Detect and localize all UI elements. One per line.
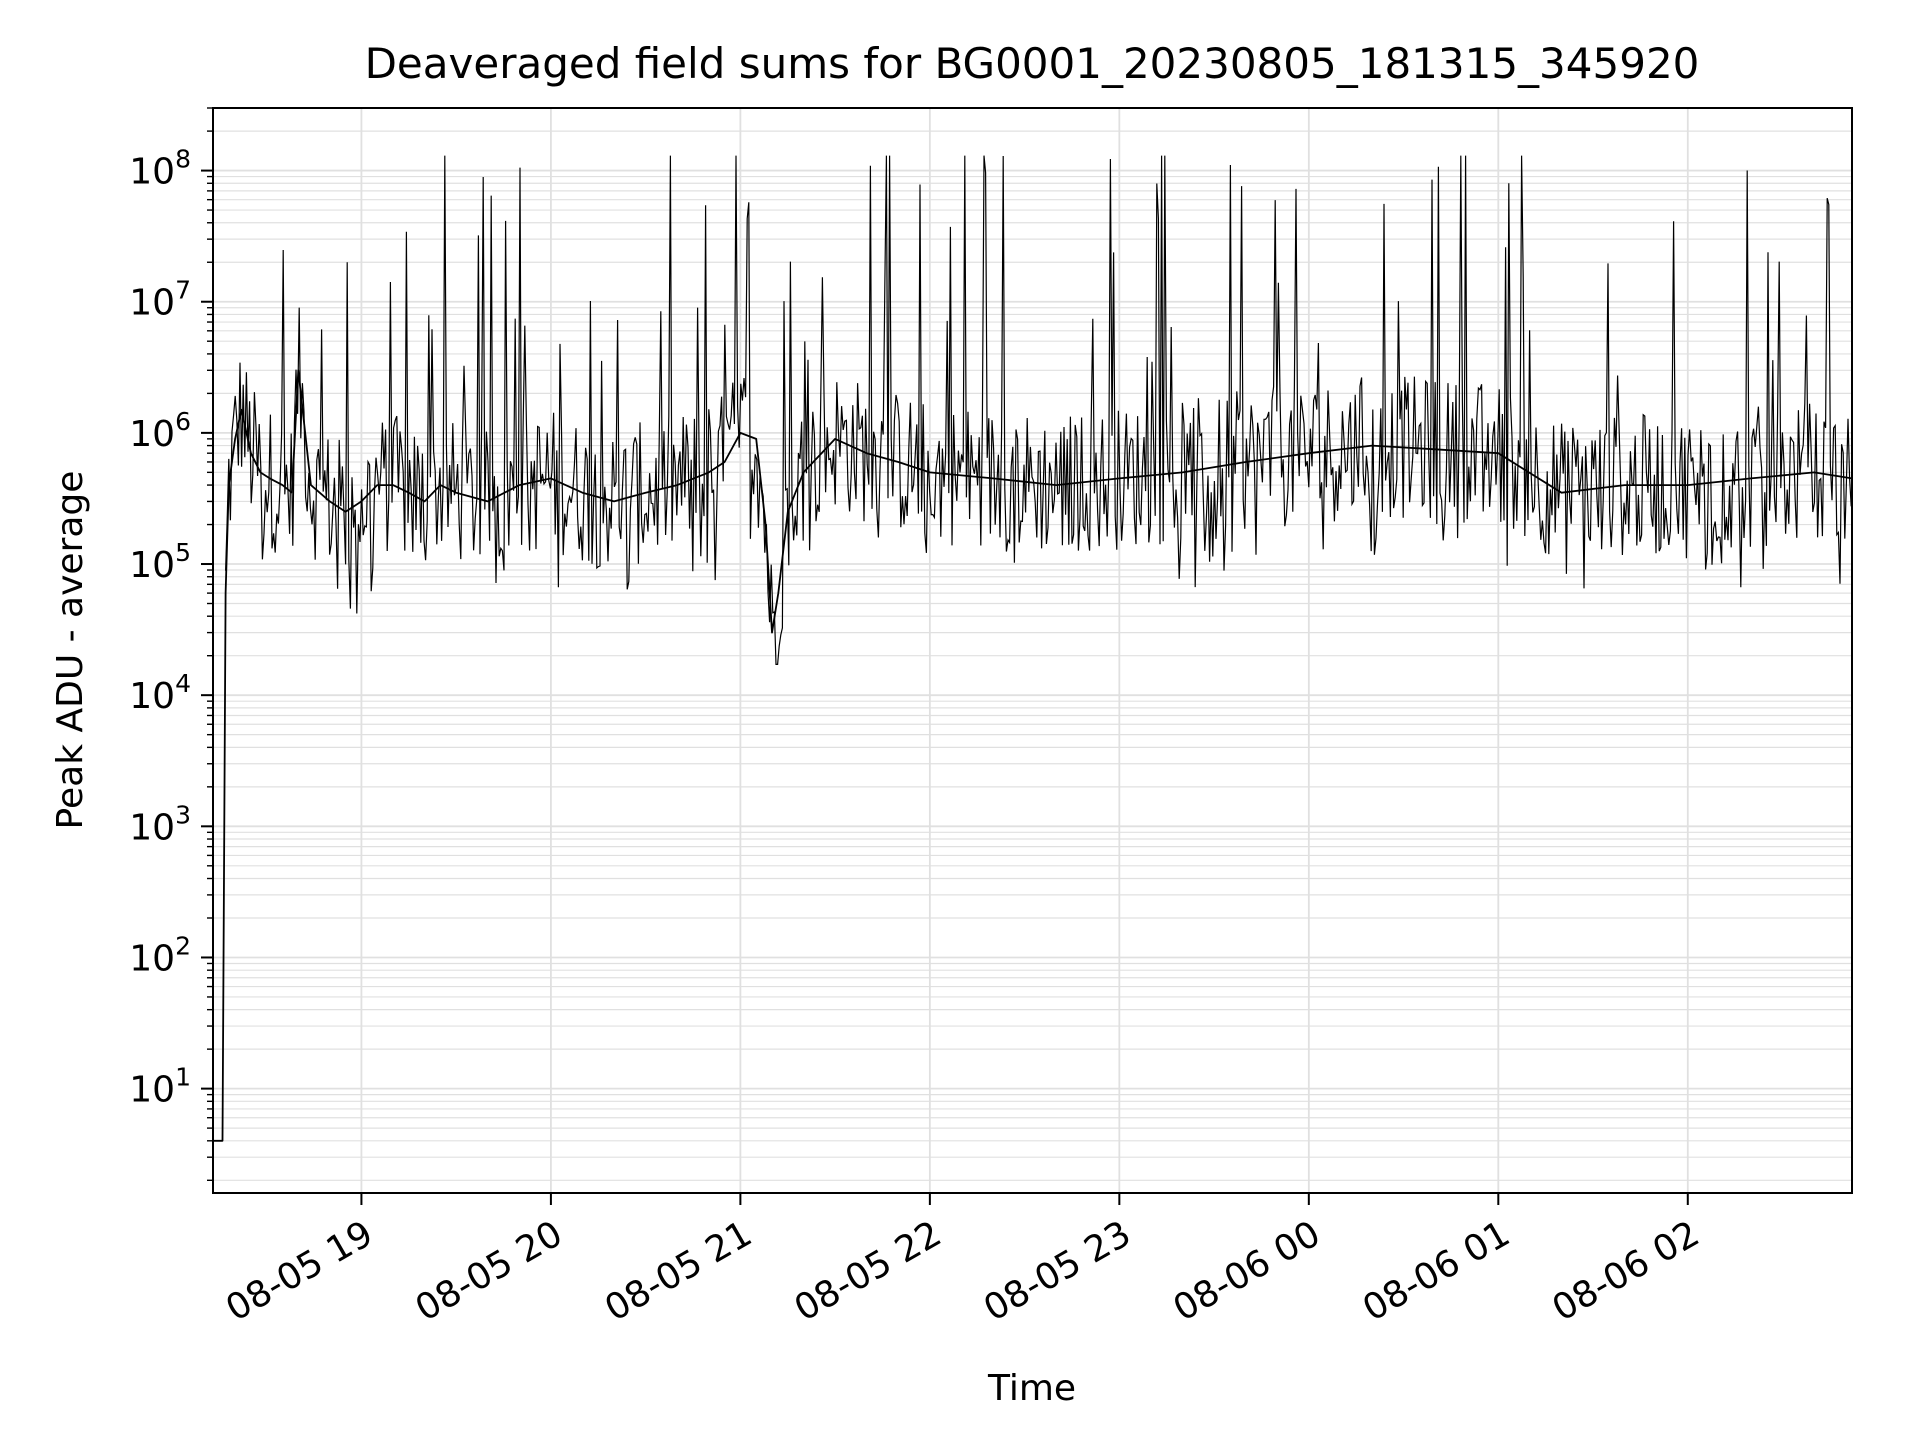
chart-title: Deaveraged field sums for BG0001_2023080…	[365, 39, 1700, 88]
x-axis-ticks: 08-05 19 08-05 20 08-05 21 08-05 22 08-05 23…	[219, 1193, 1706, 1330]
x-tick-label: 08-06 02	[1546, 1213, 1707, 1329]
x-tick-label: 08-05 20	[409, 1213, 570, 1329]
x-tick-label: 08-05 23	[977, 1213, 1138, 1329]
noise-series-line	[225, 155, 1852, 666]
y-tick-label: 104	[129, 669, 191, 717]
x-tick-label: 08-06 00	[1167, 1213, 1328, 1329]
y-axis-ticks: 101 102 103 104 105 106 107 108	[129, 107, 213, 1181]
x-tick-label: 08-06 01	[1356, 1213, 1517, 1329]
y-tick-label: 107	[129, 276, 191, 324]
grid-lines	[213, 107, 1852, 1193]
x-tick-label: 08-05 19	[219, 1213, 380, 1329]
plot-area-frame	[212, 107, 1853, 1194]
y-tick-label: 102	[129, 931, 191, 979]
y-tick-label: 105	[129, 538, 191, 586]
y-tick-label: 101	[129, 1063, 191, 1111]
y-tick-label: 103	[129, 800, 191, 848]
x-tick-label: 08-05 21	[598, 1213, 759, 1329]
y-axis-label: Peak ADU - average	[50, 471, 91, 830]
y-tick-label: 106	[129, 407, 191, 455]
y-tick-label: 108	[129, 145, 191, 193]
series-line	[213, 369, 1853, 1142]
x-tick-label: 08-05 22	[788, 1213, 949, 1329]
x-axis-label: Time	[987, 1368, 1076, 1409]
series-noise-line	[225, 155, 1852, 666]
